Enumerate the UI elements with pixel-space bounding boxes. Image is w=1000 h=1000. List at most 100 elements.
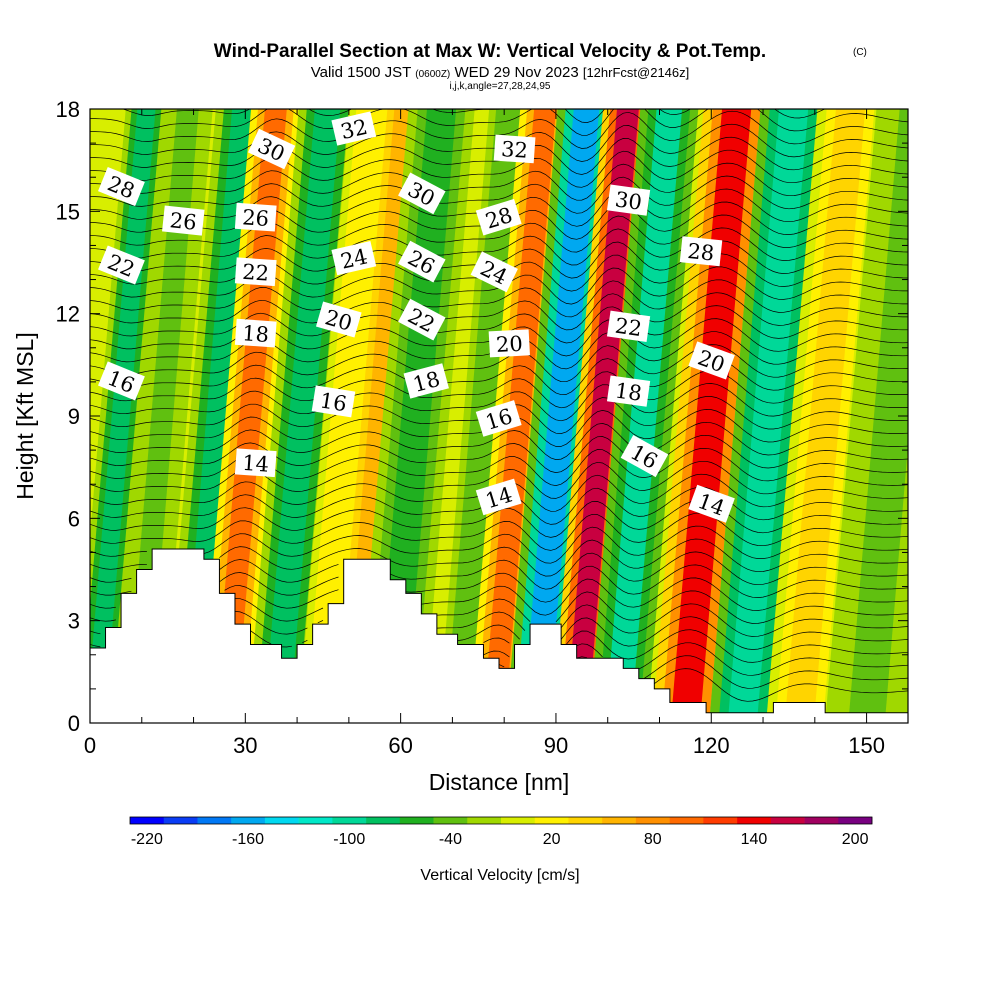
colorbar-segment	[197, 817, 232, 824]
y-tick-label: 6	[68, 506, 80, 531]
plot-area: 2822162630262218143224201630262218322824…	[90, 109, 908, 723]
y-tick-label: 12	[56, 302, 80, 327]
theta-contour-label: 28	[679, 236, 723, 267]
colorbar: -220 -160 -100 -40 20 80 140 200	[129, 816, 873, 848]
theta-contour-label: 24	[331, 240, 377, 276]
theta-contour-line	[90, 564, 908, 603]
theta-contour-label: 18	[403, 363, 449, 399]
colorbar-tick-label: 200	[842, 831, 869, 848]
colorbar-segment	[838, 817, 873, 824]
svg-text:18: 18	[241, 321, 269, 347]
colorbar-tick-label: -160	[232, 831, 264, 848]
theta-contour-label: 30	[606, 184, 651, 216]
y-tick-label: 0	[68, 711, 80, 736]
svg-text:30: 30	[614, 187, 644, 214]
theta-contour-line	[654, 668, 908, 702]
x-tick-label: 150	[848, 733, 885, 758]
theta-contour-label: 16	[311, 385, 356, 418]
theta-contour-line	[90, 357, 908, 396]
svg-text:26: 26	[241, 205, 269, 231]
theta-contour-label: 26	[234, 202, 277, 232]
theta-contour-line	[90, 616, 908, 650]
theta-contour-label: 20	[688, 341, 735, 380]
theta-contour-label: 28	[475, 198, 522, 236]
colorbar-tick-label: -100	[333, 831, 365, 848]
theta-contour-line	[90, 344, 908, 383]
velocity-band	[848, 109, 908, 723]
colorbar-title: Vertical Velocity [cm/s]	[420, 867, 579, 884]
theta-contour-line	[90, 421, 908, 460]
theta-contour-line	[90, 525, 908, 564]
y-tick-label: 15	[56, 199, 80, 224]
x-tick-label: 90	[544, 733, 568, 758]
colorbar-segment	[298, 817, 333, 824]
theta-contour-label: 18	[606, 375, 651, 407]
colorbar-segment	[568, 817, 603, 824]
theta-contour-line	[90, 383, 908, 422]
svg-text:14: 14	[241, 451, 269, 477]
chart-title: Wind-Parallel Section at Max W: Vertical…	[214, 41, 766, 62]
colorbar-segment	[231, 817, 266, 824]
theta-contour-label: 16	[475, 400, 522, 437]
colorbar-segment	[467, 817, 502, 824]
axis-ticks: 0 30 60 90 120 150 0 3 6 9 12 15 18	[56, 97, 908, 758]
theta-contour-line	[90, 109, 908, 136]
x-axis-title: Distance [nm]	[429, 769, 570, 795]
colorbar-segment	[130, 817, 165, 824]
theta-contour-label: 32	[493, 134, 536, 164]
theta-contour-line	[90, 512, 908, 551]
forecast-info: [12hrFcst@2146z]	[583, 65, 689, 80]
colorbar-segment	[534, 817, 569, 824]
theta-contour-line	[90, 214, 908, 253]
y-tick-label: 3	[68, 609, 80, 634]
colorbar-segment	[770, 817, 805, 824]
theta-contour-label: 14	[234, 448, 277, 478]
theta-contour-label: 14	[688, 484, 735, 523]
velocity-band	[482, 109, 557, 723]
theta-contour-label: 14	[475, 478, 522, 516]
theta-contour-label: 22	[234, 257, 277, 287]
theta-contour-label: 20	[315, 301, 362, 338]
valid-prefix: Valid 1500 JST	[311, 64, 411, 81]
x-tick-label: 120	[693, 733, 730, 758]
theta-contour-line	[90, 279, 908, 318]
valid-time: Valid 1500 JST (0600Z) WED 29 Nov 2023 […	[311, 64, 690, 81]
colorbar-segment	[635, 817, 670, 824]
colorbar-tick-label: -40	[439, 831, 462, 848]
velocity-band	[522, 109, 600, 723]
colorbar-tick-label: 80	[644, 831, 662, 848]
colorbar-tick-label: 20	[543, 831, 561, 848]
velocity-band	[565, 109, 639, 723]
theta-contour-line	[90, 538, 908, 577]
grid-indices: i,j,k,angle=27,28,24,95	[450, 81, 551, 92]
valid-date: WED 29 Nov 2023	[454, 64, 578, 81]
y-axis-title: Height [Kft MSL]	[12, 332, 38, 499]
y-tick-label: 9	[68, 404, 80, 429]
svg-text:20: 20	[495, 332, 523, 357]
x-tick-label: 60	[388, 733, 412, 758]
svg-text:32: 32	[338, 115, 369, 144]
svg-text:22: 22	[241, 260, 269, 286]
svg-text:24: 24	[338, 244, 369, 273]
velocity-band	[605, 109, 683, 723]
svg-text:22: 22	[614, 314, 644, 341]
colorbar-segment	[804, 817, 839, 824]
theta-contour-line	[90, 460, 908, 499]
colorbar-segment	[163, 817, 198, 824]
theta-contour-label: 20	[488, 329, 530, 358]
copyright-label: (C)	[853, 47, 867, 58]
colorbar-segment	[264, 817, 299, 824]
theta-contour-line	[90, 162, 908, 201]
theta-contour-line	[90, 305, 908, 344]
theta-contour-line	[90, 577, 908, 616]
y-tick-label: 18	[56, 97, 80, 122]
svg-text:18: 18	[614, 378, 644, 405]
theta-contour-line	[90, 603, 908, 637]
theta-contour-line	[90, 447, 908, 486]
theta-contour-line	[90, 370, 908, 409]
x-tick-label: 30	[233, 733, 257, 758]
velocity-band	[263, 109, 341, 723]
theta-contour-line	[90, 227, 908, 266]
colorbar-tick-label: 140	[741, 831, 768, 848]
